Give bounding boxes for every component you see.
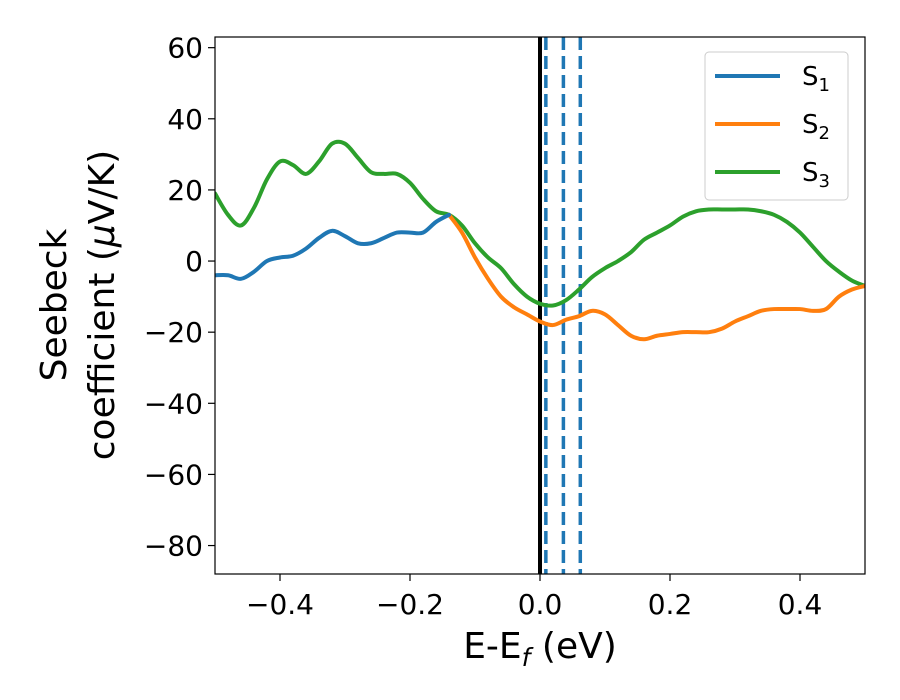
x-axis-label-unit: (eV): [530, 626, 616, 667]
legend-label-s1-main: S: [802, 62, 819, 92]
legend-label-s1-sub: 1: [819, 75, 830, 96]
x-axis-label: E-Ef (eV): [463, 626, 617, 672]
y-tick-label: 60: [167, 32, 203, 65]
y-axis-label: Seebeck coefficient (μV/K): [34, 150, 123, 460]
y-tick-label: −20: [144, 316, 203, 349]
y-tick-label: 0: [185, 245, 203, 278]
plot-area: [215, 37, 865, 574]
legend-label-s3: S3: [802, 158, 830, 192]
y-axis: 60 40 20 0 −20 −40 −60 −80: [144, 32, 215, 563]
legend: S1 S2 S3: [704, 51, 849, 201]
y-axis-label-prefix: coefficient (: [82, 247, 123, 460]
legend-label-s1: S1: [802, 62, 830, 96]
y-tick-label: 20: [167, 174, 203, 207]
y-axis-label-line2: coefficient (μV/K): [82, 150, 123, 460]
x-axis: −0.4 −0.2 0.0 0.2 0.4: [246, 574, 822, 621]
legend-label-s2-sub: 2: [819, 123, 830, 144]
legend-label-s2-main: S: [802, 110, 819, 140]
y-tick-label: −60: [144, 458, 203, 491]
y-axis-label-line1: Seebeck: [34, 228, 75, 381]
legend-label-s3-main: S: [802, 158, 819, 188]
y-tick-label: −80: [144, 530, 203, 563]
x-tick-label: 0.2: [648, 588, 693, 621]
series-line-1: [215, 212, 451, 281]
y-tick-label: −40: [144, 387, 203, 420]
x-tick-label: −0.2: [376, 588, 444, 621]
x-tick-label: −0.4: [246, 588, 314, 621]
y-axis-label-unit: V/K): [82, 150, 123, 224]
x-tick-label: 0.4: [778, 588, 823, 621]
y-tick-label: 40: [167, 103, 203, 136]
x-axis-label-main: E-E: [463, 626, 521, 667]
legend-label-s3-sub: 3: [819, 171, 830, 192]
y-axis-label-mu: μ: [82, 224, 123, 248]
x-tick-label: 0.0: [518, 588, 563, 621]
series-line-2: [447, 212, 865, 342]
legend-label-s2: S2: [802, 110, 830, 144]
series-line-3: [215, 139, 865, 308]
